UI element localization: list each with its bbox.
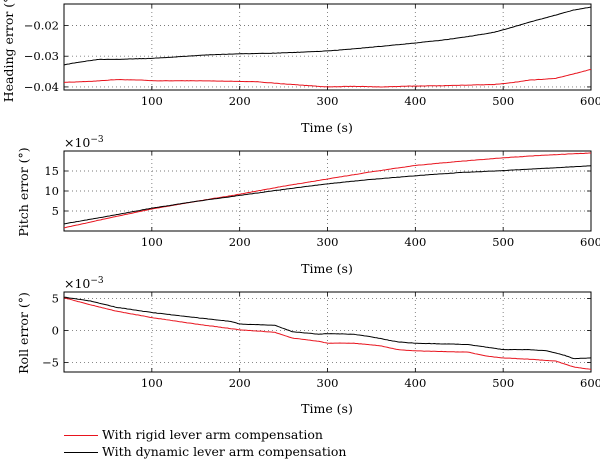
x-tick-labels: 100 200 300 400 500 600 — [141, 235, 600, 249]
legend-item-rigid: With rigid lever arm compensation — [64, 427, 364, 443]
legend-item-dynamic: With dynamic lever arm compensation — [64, 444, 364, 460]
y-tick-label: −5 — [42, 355, 59, 369]
x-tick-label: 600 — [580, 235, 600, 249]
x-tick-label: 100 — [141, 94, 163, 108]
x-axis-label: Time (s) — [301, 120, 353, 135]
y-tick-labels: −5 0 5 — [42, 291, 59, 369]
ticks — [64, 292, 592, 372]
y-tick-label: −0.04 — [24, 80, 59, 94]
exponent-label: ×10−3 — [64, 135, 104, 150]
y-axis-label: Pitch error (°) — [16, 147, 31, 236]
ticks — [64, 151, 592, 231]
ticks — [64, 4, 592, 90]
x-tick-label: 300 — [317, 94, 339, 108]
y-axis-label: Roll error (°) — [16, 292, 31, 374]
x-axis-label: Time (s) — [301, 261, 353, 276]
x-tick-label: 600 — [580, 94, 600, 108]
legend-swatch-dynamic — [64, 452, 98, 453]
x-tick-label: 300 — [317, 376, 339, 390]
x-tick-label: 500 — [492, 235, 514, 249]
legend-label-dynamic: With dynamic lever arm compensation — [102, 444, 347, 459]
series-line-dynamic — [64, 296, 592, 360]
series-line-rigid — [63, 152, 592, 229]
x-tick-label: 500 — [492, 376, 514, 390]
y-tick-label: −0.03 — [24, 49, 59, 63]
grid — [64, 151, 591, 231]
x-tick-label: 200 — [229, 235, 251, 249]
legend-label-rigid: With rigid lever arm compensation — [102, 427, 323, 442]
legend-swatch-rigid — [64, 435, 98, 436]
x-tick-label: 500 — [492, 94, 514, 108]
x-tick-label: 200 — [229, 376, 251, 390]
series-line-rigid — [63, 68, 592, 88]
x-tick-label: 200 — [229, 94, 251, 108]
x-tick-label: 400 — [404, 235, 426, 249]
y-tick-labels: 5 10 15 — [44, 164, 59, 218]
y-tick-label: 10 — [44, 184, 59, 198]
x-tick-label: 400 — [404, 376, 426, 390]
x-tick-labels: 100 200 300 400 500 600 — [141, 94, 600, 108]
heading-error-panel: 100 200 300 400 500 600 −0.04 −0.03 −0.02 Time … — [1, 0, 600, 135]
x-tick-label: 300 — [317, 235, 339, 249]
x-tick-label: 100 — [141, 235, 163, 249]
grid — [64, 292, 591, 372]
x-tick-label: 600 — [580, 376, 600, 390]
series-line-dynamic — [63, 165, 592, 225]
series-line-dynamic — [63, 6, 592, 66]
y-tick-label: 15 — [44, 164, 59, 178]
y-tick-label: 0 — [52, 323, 59, 337]
y-tick-label: 5 — [52, 204, 59, 218]
x-axis-label: Time (s) — [301, 401, 353, 416]
y-tick-label: −0.02 — [24, 19, 59, 33]
series-group — [63, 152, 592, 229]
series-group — [63, 6, 592, 88]
x-tick-labels: 100 200 300 400 500 600 — [141, 376, 600, 390]
y-tick-label: 5 — [52, 291, 59, 305]
y-axis-label: Heading error (°) — [1, 0, 16, 102]
series-group — [63, 296, 592, 370]
roll-error-panel: 100 200 300 400 500 600 −5 0 5 ×10−3 Time (s) R… — [16, 276, 600, 416]
x-tick-label: 400 — [404, 94, 426, 108]
x-tick-label: 100 — [141, 376, 163, 390]
grid — [64, 4, 591, 90]
legend: With rigid lever arm compensation With d… — [64, 427, 364, 461]
y-tick-labels: −0.04 −0.03 −0.02 — [24, 19, 59, 94]
exponent-label: ×10−3 — [64, 276, 104, 291]
series-line-rigid — [63, 297, 592, 370]
